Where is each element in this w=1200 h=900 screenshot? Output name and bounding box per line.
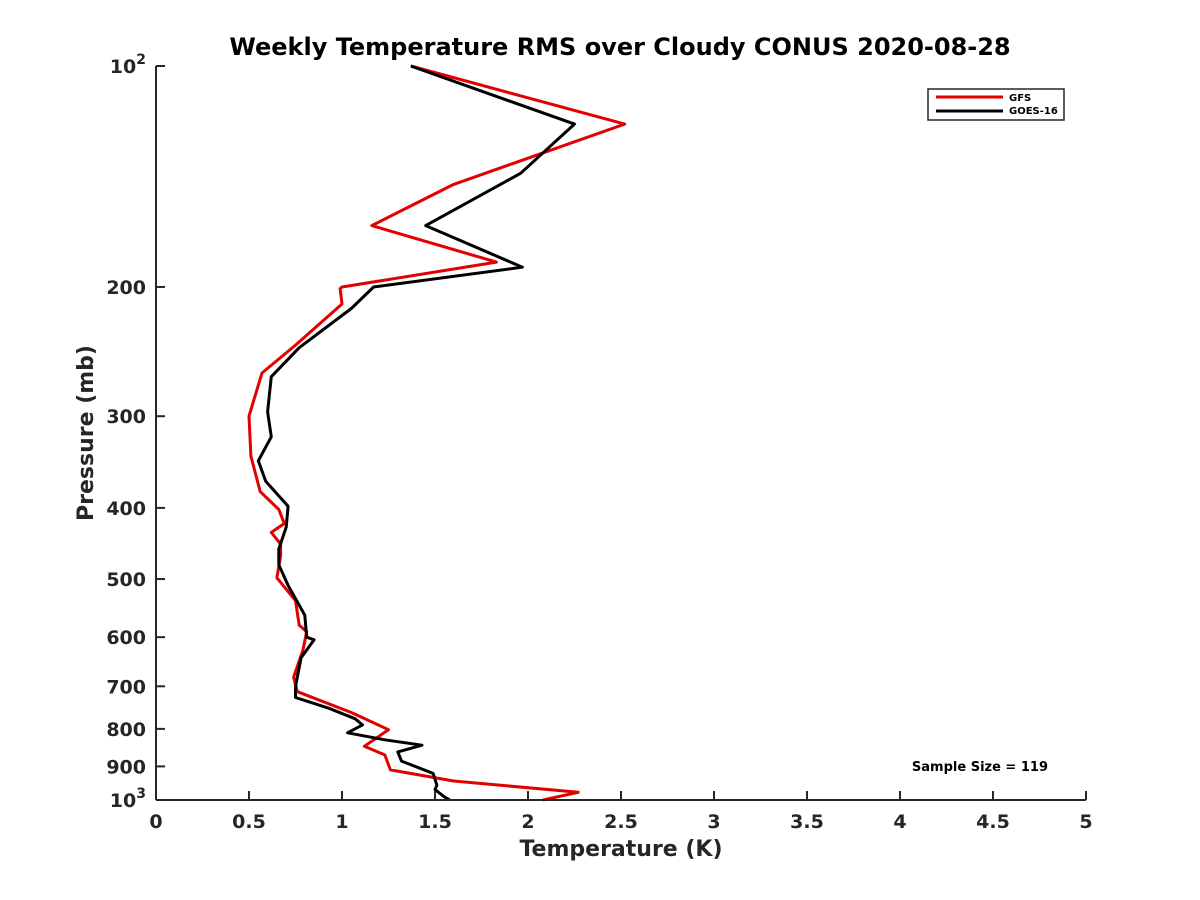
legend-label-goes16: GOES-16 — [1009, 106, 1058, 117]
y-ticks: 102 200 300 400 500 600 700 800 900 103 — [106, 52, 165, 812]
sample-size-annotation: Sample Size = 119 — [912, 760, 1048, 775]
y-tick-label: 600 — [106, 627, 146, 649]
chart-title: Weekly Temperature RMS over Cloudy CONUS… — [229, 33, 1010, 61]
series-layer — [247, 64, 627, 802]
series-line-goes16 — [256, 64, 576, 802]
x-tick-label: 5 — [1079, 811, 1092, 833]
x-axis-title: Temperature (K) — [519, 837, 722, 862]
y-tick-label: 400 — [106, 498, 146, 520]
x-tick-label: 4 — [893, 811, 906, 833]
x-tick-label: 0.5 — [232, 811, 266, 833]
y-tick-label: 700 — [106, 676, 146, 698]
x-tick-label: 1 — [335, 811, 348, 833]
x-tick-label: 0 — [149, 811, 162, 833]
x-tick-label: 4.5 — [976, 811, 1010, 833]
x-ticks: 0 0.5 1 1.5 2 2.5 3 3.5 4 4.5 5 — [149, 791, 1093, 833]
x-tick-label: 1.5 — [418, 811, 452, 833]
legend: GFS GOES-16 — [927, 88, 1065, 121]
y-tick-label: 103 — [110, 786, 146, 812]
x-tick-label: 3 — [707, 811, 720, 833]
y-tick-label: 300 — [106, 406, 146, 428]
y-tick-label: 200 — [106, 277, 146, 299]
y-tick-label: 102 — [110, 52, 146, 78]
legend-box — [927, 88, 1065, 121]
legend-label-gfs: GFS — [1009, 93, 1031, 104]
x-tick-label: 2.5 — [604, 811, 638, 833]
y-tick-label: 900 — [106, 756, 146, 778]
y-tick-label: 800 — [106, 719, 146, 741]
x-tick-label: 3.5 — [790, 811, 824, 833]
series-line-gfs — [247, 64, 627, 802]
y-tick-label: 500 — [106, 569, 146, 591]
x-tick-label: 2 — [521, 811, 534, 833]
y-axis-title: Pressure (mb) — [74, 345, 99, 521]
